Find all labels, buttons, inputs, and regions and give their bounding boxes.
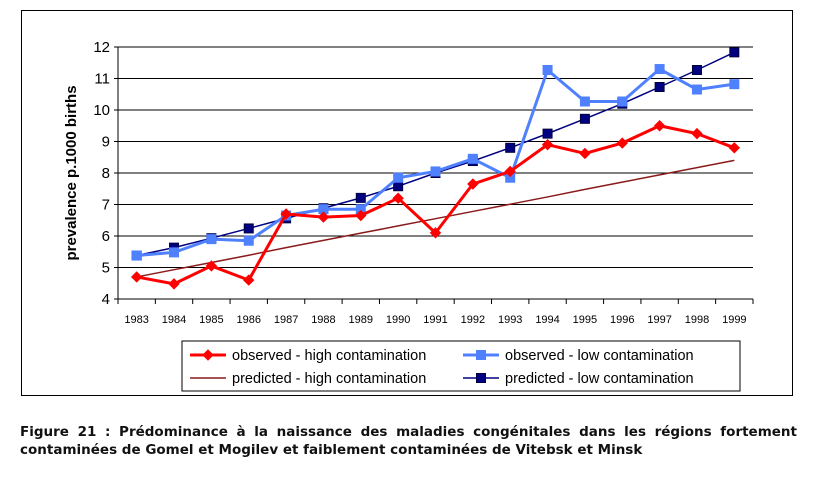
data-point: [654, 82, 665, 93]
data-point: [243, 223, 254, 234]
data-point: [243, 235, 254, 246]
y-tick-label: 11: [94, 71, 110, 88]
series-0: [130, 120, 741, 290]
y-tick-label: 6: [102, 228, 110, 245]
caption-line-2: contaminées de Gomel et Mogilev et faibl…: [20, 442, 643, 458]
x-tick-label: 1994: [535, 314, 559, 326]
data-point: [280, 208, 292, 220]
x-tick-label: 1984: [162, 314, 186, 326]
x-tick-label: 1991: [423, 314, 447, 326]
data-point: [467, 153, 478, 164]
y-tick-label: 8: [102, 165, 110, 182]
data-point: [430, 166, 441, 177]
chart-frame: 4 5 6 7 8 9 10 11 12 1983 1984 1985 1986 1987 1988 1989…: [21, 10, 793, 396]
data-point: [728, 142, 741, 154]
data-point: [654, 64, 665, 75]
data-point: [317, 211, 330, 223]
data-point: [169, 247, 180, 258]
x-tick-label: 1995: [573, 314, 597, 326]
data-point: [691, 84, 702, 95]
data-point: [243, 274, 255, 286]
data-point: [206, 234, 217, 245]
caption-line-1: Figure 21 : Prédominance à la naissance …: [20, 424, 797, 440]
x-tick-label: 1987: [274, 314, 298, 326]
legend-label: observed - low contamination: [505, 348, 694, 364]
data-point: [617, 96, 628, 107]
data-point: [542, 128, 553, 139]
legend-marker: [476, 373, 486, 383]
y-tick-label: 10: [93, 102, 110, 119]
data-point: [355, 209, 367, 222]
data-point: [393, 181, 404, 192]
data-point: [653, 120, 666, 132]
data-point: [542, 64, 553, 75]
series-1: [131, 64, 740, 261]
x-tick-label: 1983: [124, 314, 148, 326]
y-tick-label: 4: [102, 291, 110, 308]
x-tick-label: 1986: [236, 314, 260, 326]
legend-item: observed - low contamination: [463, 348, 694, 364]
legend-label: predicted - low contamination: [505, 371, 694, 387]
data-point: [579, 147, 591, 160]
legend-marker: [202, 349, 214, 361]
y-tick-label: 12: [93, 39, 110, 56]
data-point: [729, 79, 740, 90]
x-tick-label: 1992: [461, 314, 485, 326]
x-tick-label: 1993: [498, 314, 522, 326]
legend-item: observed - high contamination: [190, 348, 426, 364]
data-point: [355, 192, 366, 203]
data-point: [729, 47, 740, 58]
series-line: [136, 159, 735, 278]
legend-label: observed - high contamination: [232, 348, 426, 364]
data-point: [131, 250, 142, 261]
y-tick-label: 9: [102, 134, 110, 151]
legend-marker: [476, 350, 486, 360]
x-tick-label: 1988: [311, 314, 335, 326]
figure-caption: Figure 21 : Prédominance à la naissance …: [20, 423, 797, 459]
data-point: [130, 271, 143, 283]
data-point: [691, 127, 703, 140]
data-point: [504, 165, 516, 178]
line-chart: 4 5 6 7 8 9 10 11 12 1983 1984 1985 1986 1987 1988 1989…: [63, 39, 754, 392]
data-point: [579, 96, 590, 107]
data-point: [505, 142, 516, 153]
legend-box: [181, 340, 741, 392]
y-tick-label: 7: [102, 197, 110, 214]
data-point: [467, 178, 479, 190]
legend-item: predicted - low contamination: [463, 371, 694, 387]
x-tick-label: 1985: [199, 314, 223, 326]
data-point: [429, 227, 442, 239]
x-tick-label: 1998: [685, 314, 709, 326]
legend: observed - high contamination observed - …: [181, 340, 741, 392]
data-point: [392, 192, 404, 204]
series-2: [136, 159, 735, 278]
y-axis-label: prevalence p.1000 births: [63, 85, 80, 260]
data-point: [616, 137, 628, 149]
legend-label: predicted - high contamination: [232, 371, 426, 387]
data-point: [168, 278, 180, 290]
y-tick-label: 5: [102, 260, 110, 277]
data-point: [691, 64, 702, 75]
data-point: [579, 113, 590, 124]
x-tick-label: 1990: [386, 314, 410, 326]
x-tick-label: 1996: [610, 314, 634, 326]
data-point: [541, 138, 554, 151]
data-point: [205, 260, 218, 272]
data-point: [393, 172, 404, 183]
legend-item: predicted - high contamination: [190, 371, 426, 387]
x-tick-label: 1997: [647, 314, 671, 326]
x-tick-label: 1999: [722, 314, 746, 326]
x-tick-label: 1989: [349, 314, 373, 326]
